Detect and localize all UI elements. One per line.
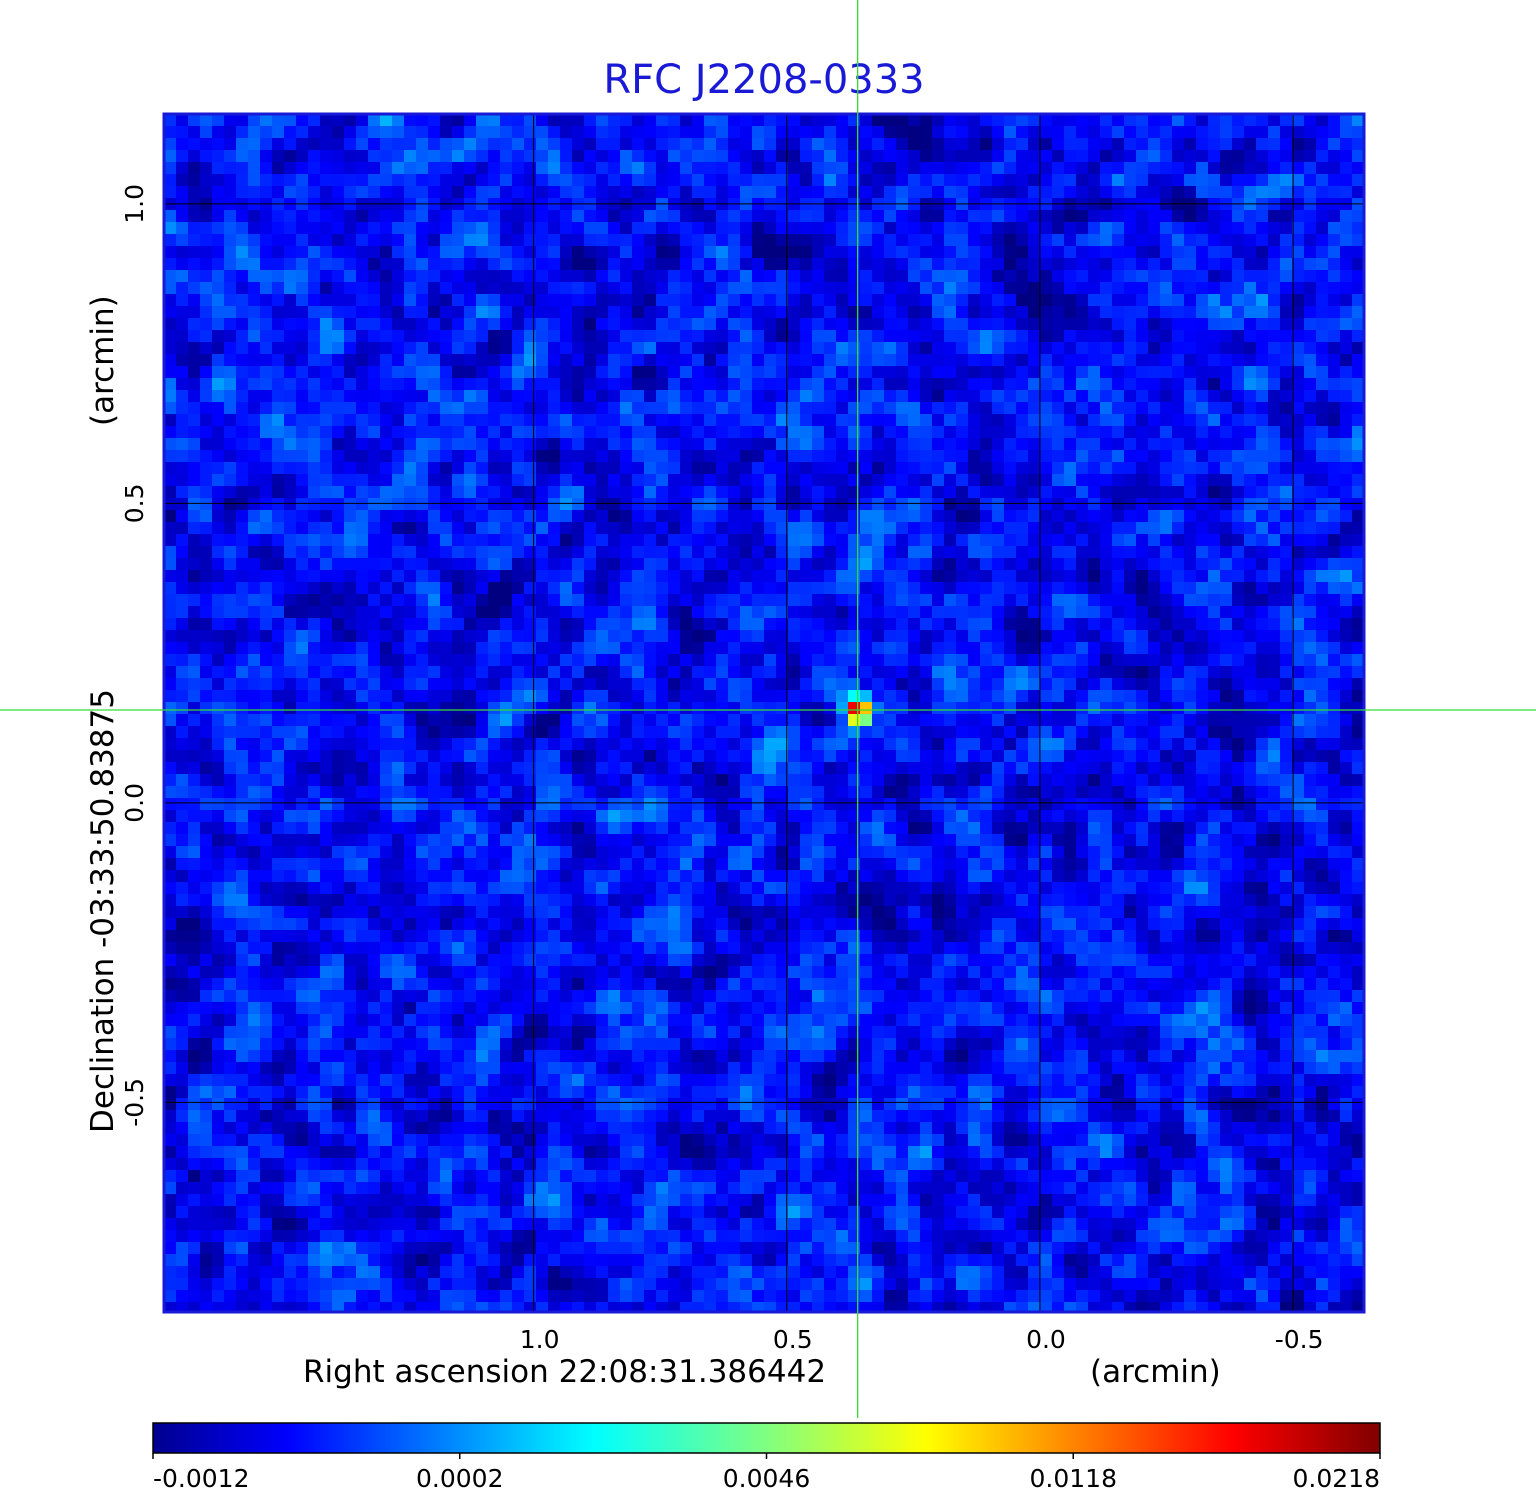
colorbar-tick-label: 0.0046 [723,1464,810,1493]
y-axis-label: Declination -03:33:50.83875 [85,689,121,1133]
x-tick-label: -0.5 [1275,1325,1324,1354]
x-tick-label: 1.0 [520,1325,560,1354]
colorbar-tick-labels: -0.0012 0.0002 0.0046 0.0118 0.0218 [152,1453,1381,1493]
y-tick-label: 1.0 [120,184,149,224]
x-axis-label: Right ascension 22:08:31.386442 [303,1354,826,1390]
x-axis-unit: (arcmin) [1090,1354,1221,1390]
y-tick-label: 0.0 [120,783,149,823]
y-tick-labels: 1.0 0.5 0.0 -0.5 [120,184,149,1127]
colorbar [152,1422,1381,1454]
colorbar-tick-label: 0.0118 [1030,1464,1117,1493]
colorbar-tick-label: 0.0218 [1293,1464,1380,1493]
image-pixels [164,114,1364,1312]
y-tick-label: -0.5 [120,1078,149,1127]
colorbar-tick-label: -0.0012 [153,1464,250,1493]
y-axis-unit: (arcmin) [85,295,121,426]
coordinate-grid [164,114,1364,1312]
x-tick-label: 0.0 [1026,1325,1066,1354]
crosshair [0,0,1536,1418]
x-tick-label: 0.5 [773,1325,813,1354]
plot-frame [162,112,1366,1314]
x-tick-labels: 1.0 0.5 0.0 -0.5 [520,1325,1324,1354]
chart-title: RFC J2208-0333 [603,57,924,103]
colorbar-tick-label: 0.0002 [416,1464,503,1493]
y-tick-label: 0.5 [120,483,149,523]
